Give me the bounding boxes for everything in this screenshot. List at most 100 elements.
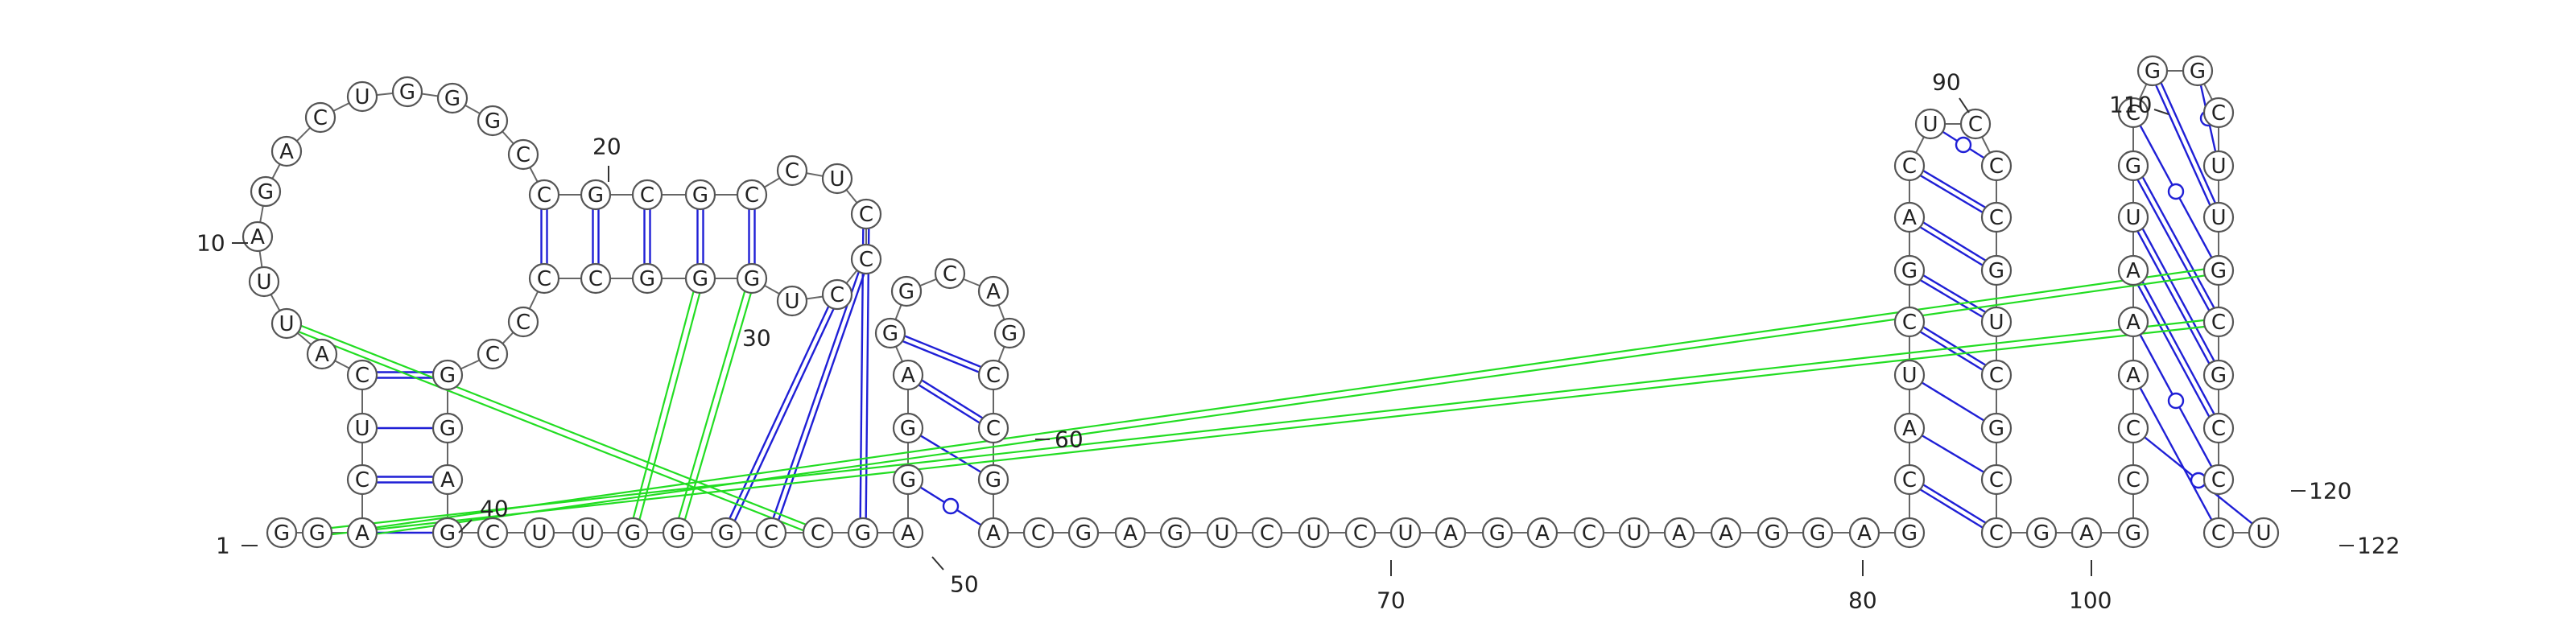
nucleotide-letter: C bbox=[516, 143, 530, 167]
nucleotide: G bbox=[477, 105, 509, 137]
nucleotide-circle bbox=[934, 258, 966, 290]
nucleotide-letter: G bbox=[855, 521, 871, 546]
nucleotide-circle bbox=[1980, 150, 2013, 182]
nucleotide: C bbox=[2117, 97, 2149, 129]
nucleotide: C bbox=[477, 517, 509, 549]
nucleotide: G bbox=[436, 82, 469, 114]
nucleotide-letter: C bbox=[1031, 521, 1046, 546]
nucleotide-circle bbox=[684, 262, 716, 295]
nucleotide-letter: U bbox=[2211, 154, 2226, 179]
nucleotide: C bbox=[528, 179, 560, 211]
pseudoknot-pair-b bbox=[316, 317, 2219, 531]
nucleotide-letter: A bbox=[279, 140, 294, 164]
canonical-pair-a bbox=[2129, 271, 2217, 431]
nucleotide-circle bbox=[1481, 517, 1513, 549]
nucleotide: G bbox=[874, 317, 906, 349]
nucleotide-letter: U bbox=[784, 290, 799, 314]
nucleotide-letter: U bbox=[2256, 521, 2271, 546]
nucleotide-circle bbox=[2117, 464, 2149, 496]
nucleotide-circle bbox=[892, 359, 924, 391]
nucleotide-letter: C bbox=[355, 364, 369, 388]
nucleotide-circle bbox=[874, 317, 906, 349]
nucleotide-letter: C bbox=[1989, 206, 2004, 230]
nucleotide-circle bbox=[431, 359, 464, 391]
wobble-marker bbox=[942, 497, 960, 515]
nucleotide: G bbox=[1893, 517, 1926, 549]
nucleotide-circle bbox=[850, 198, 882, 230]
nucleotide-letter: G bbox=[1001, 322, 1018, 346]
nucleotide: A bbox=[1114, 517, 1146, 549]
nucleotide: C bbox=[934, 258, 966, 290]
nucleotide: G bbox=[1980, 254, 2013, 286]
nucleotide: C bbox=[1980, 464, 2013, 496]
nucleotide: G bbox=[977, 464, 1009, 496]
nucleotide: U bbox=[821, 163, 853, 195]
nucleotide-letter: C bbox=[2126, 101, 2140, 126]
canonical-pair-b bbox=[1910, 476, 1999, 532]
nucleotide-letter: U bbox=[1397, 521, 1413, 546]
nucleotide-circle bbox=[892, 517, 924, 549]
canonical-pair-a bbox=[1907, 480, 1996, 537]
wobble-marker bbox=[2167, 183, 2185, 200]
nucleotide-letter: G bbox=[2033, 521, 2050, 546]
nucleotide-circle bbox=[776, 154, 808, 187]
nucleotide-letter: G bbox=[744, 267, 760, 291]
nucleotide-circle bbox=[1893, 306, 1926, 338]
nucleotide-letter: A bbox=[315, 343, 329, 367]
nucleotide-circle bbox=[1067, 517, 1100, 549]
nucleotide: C bbox=[631, 179, 663, 211]
nucleotide: G bbox=[250, 175, 282, 208]
wobble-marker bbox=[2167, 392, 2185, 410]
nucleotide-circle bbox=[1980, 201, 2013, 233]
nucleotide: A bbox=[306, 338, 338, 370]
nucleotide-circle bbox=[270, 307, 303, 340]
nucleotide-letter: C bbox=[2211, 468, 2226, 492]
nucleotide: C bbox=[1893, 306, 1926, 338]
nucleotide: U bbox=[523, 517, 555, 549]
nucleotide: G bbox=[1159, 517, 1191, 549]
nucleotide: A bbox=[1435, 517, 1467, 549]
nucleotide-circle bbox=[248, 266, 280, 298]
nucleotide-letter: C bbox=[355, 468, 369, 492]
nucleotide-circle bbox=[1893, 412, 1926, 444]
nucleotide-circle bbox=[1980, 306, 2013, 338]
nucleotide: A bbox=[2070, 517, 2103, 549]
index-label-30: 30 bbox=[742, 325, 771, 352]
nucleotide-circle bbox=[250, 175, 282, 208]
nucleotide-letter: C bbox=[1902, 468, 1917, 492]
single-pair bbox=[1909, 373, 1997, 430]
nucleotide-letter: U bbox=[354, 85, 369, 109]
nucleotide: G bbox=[1067, 517, 1100, 549]
nucleotide-circle bbox=[1114, 517, 1146, 549]
nucleotide-circle bbox=[2202, 359, 2235, 391]
nucleotide: U bbox=[1914, 108, 1946, 140]
nucleotide-letter: G bbox=[670, 521, 686, 546]
nucleotide: U bbox=[346, 412, 378, 444]
nucleotide-letter: C bbox=[2126, 417, 2140, 441]
nucleotide-letter: C bbox=[1989, 521, 2004, 546]
nucleotide-letter: A bbox=[1443, 521, 1458, 546]
nucleotide-letter: G bbox=[258, 180, 274, 204]
nucleotide-circle bbox=[2202, 412, 2235, 444]
nucleotide-circle bbox=[892, 412, 924, 444]
nucleotide-circle bbox=[301, 517, 333, 549]
nucleotide-letter: C bbox=[764, 521, 778, 546]
nucleotide-letter: C bbox=[537, 267, 551, 291]
nucleotide: C bbox=[528, 262, 560, 295]
nucleotide-letter: A bbox=[1902, 417, 1917, 441]
nucleotide-circle bbox=[528, 262, 560, 295]
nucleotide-circle bbox=[710, 517, 742, 549]
nucleotide-circle bbox=[736, 179, 768, 211]
index-label-100: 100 bbox=[2069, 587, 2112, 614]
nucleotide-circle bbox=[528, 179, 560, 211]
canonical-pair-b bbox=[1910, 266, 1999, 321]
nucleotide-circle bbox=[2117, 412, 2149, 444]
nucleotide-circle bbox=[477, 517, 509, 549]
numbering-layer: 1 10 20 30 40 50 60 70 80 90 100 110 120… bbox=[196, 69, 2400, 614]
canonical-pair-a bbox=[889, 335, 993, 379]
nucleotide-letter: G bbox=[692, 267, 708, 291]
nucleotide: C bbox=[507, 138, 539, 171]
nucleotide: G bbox=[847, 517, 879, 549]
nucleotide-letter: U bbox=[1626, 521, 1641, 546]
